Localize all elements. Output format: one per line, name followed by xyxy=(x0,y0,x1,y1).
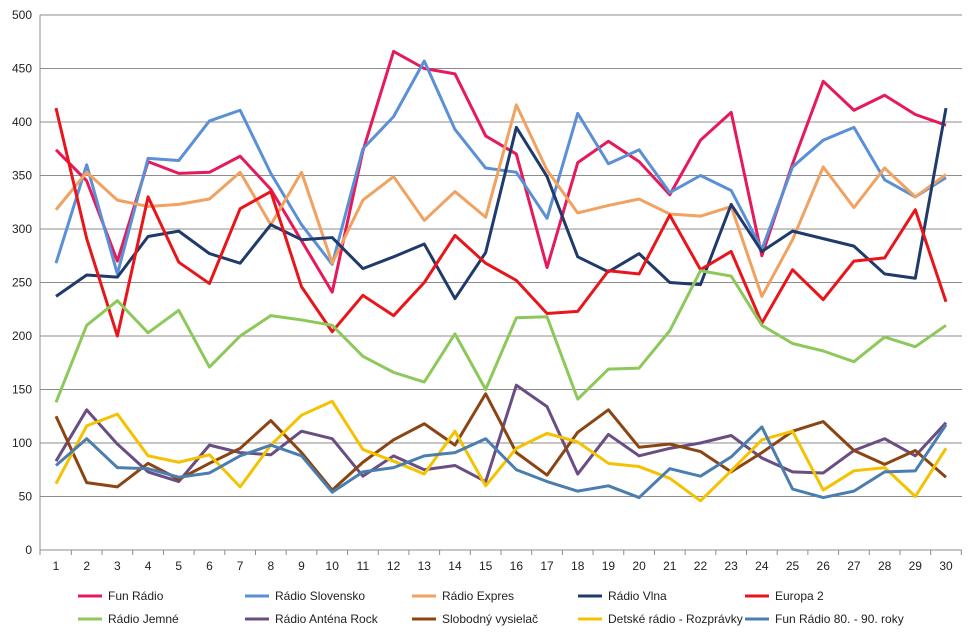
y-tick-label: 500 xyxy=(12,8,32,22)
y-tick-label: 400 xyxy=(12,115,32,129)
y-tick-label: 250 xyxy=(12,276,32,290)
series-line-3 xyxy=(55,107,948,301)
x-tick-label: 15 xyxy=(479,559,493,573)
legend-label: Detské rádio - Rozprávky xyxy=(608,612,743,626)
x-tick-label: 2 xyxy=(83,559,90,573)
x-tick-label: 1 xyxy=(53,559,60,573)
x-tick-label: 3 xyxy=(114,559,121,573)
x-tick-label: 13 xyxy=(418,559,432,573)
series-line-7 xyxy=(54,392,947,492)
x-tick-label: 14 xyxy=(448,559,462,573)
x-tick-label: 9 xyxy=(298,559,305,573)
series-line-9 xyxy=(55,423,948,500)
series-lines xyxy=(54,49,948,503)
x-tick-label: 8 xyxy=(267,559,274,573)
y-tick-label: 100 xyxy=(12,436,32,450)
x-tick-label: 17 xyxy=(540,559,554,573)
x-tick-label: 6 xyxy=(206,559,213,573)
series-line-1 xyxy=(54,59,947,276)
y-tick-label: 200 xyxy=(12,329,32,343)
y-tick-label: 350 xyxy=(12,169,32,183)
x-tick-label: 4 xyxy=(145,559,152,573)
x-tick-label: 19 xyxy=(602,559,616,573)
series-line-8 xyxy=(54,399,948,503)
x-tick-label: 27 xyxy=(847,559,861,573)
series-line-6 xyxy=(54,383,948,484)
gridlines xyxy=(39,14,962,551)
x-tick-label: 16 xyxy=(510,559,524,573)
legend-label: Rádio Slovensko xyxy=(275,589,365,603)
legend-label: Fun Rádio xyxy=(108,589,164,603)
x-tick-label: 26 xyxy=(817,559,831,573)
series-line-0 xyxy=(54,49,947,294)
series-line-4 xyxy=(54,107,948,338)
y-tick-label: 450 xyxy=(12,62,32,76)
y-tick-label: 300 xyxy=(12,222,32,236)
x-tick-label: 10 xyxy=(326,559,340,573)
x-tick-label: 24 xyxy=(755,559,769,573)
x-tick-label: 30 xyxy=(939,559,953,573)
x-tick-label: 21 xyxy=(663,559,677,573)
x-tick-label: 22 xyxy=(694,559,708,573)
y-tick-label: 0 xyxy=(25,543,32,557)
x-axis-ticks: 1 2 3 4 5 6 7 8 9 10 11 12 13 14 15 16 17 18 19 20 21 22 23 24 2… xyxy=(39,550,962,573)
legend-label: Slobodný vysielač xyxy=(442,612,538,626)
legend-label: Rádio Expres xyxy=(442,589,514,603)
x-tick-label: 7 xyxy=(237,559,244,573)
legend-label: Fun Rádio 80. - 90. roky xyxy=(775,612,904,626)
x-tick-label: 5 xyxy=(175,559,182,573)
series-line-2 xyxy=(54,103,947,298)
x-tick-label: 23 xyxy=(724,559,738,573)
y-axis-ticks: 0 50 100 150 200 250 300 350 400 450 500 xyxy=(12,8,32,557)
x-tick-label: 25 xyxy=(786,559,800,573)
series-line-5 xyxy=(54,269,947,403)
legend-label: Rádio Vlna xyxy=(608,589,667,603)
y-tick-label: 50 xyxy=(19,490,33,504)
legend: Fun Rádio Rádio Slovensko Rádio Expres Rádi… xyxy=(78,589,904,626)
x-tick-label: 20 xyxy=(632,559,646,573)
legend-label: Europa 2 xyxy=(775,589,824,603)
x-tick-label: 11 xyxy=(357,559,370,573)
y-tick-label: 150 xyxy=(12,383,32,397)
x-tick-label: 12 xyxy=(387,559,401,573)
x-tick-label: 28 xyxy=(878,559,892,573)
legend-label: Rádio Jemné xyxy=(108,612,179,626)
x-tick-label: 29 xyxy=(909,559,923,573)
legend-label: Rádio Anténa Rock xyxy=(275,612,379,626)
x-tick-label: 18 xyxy=(571,559,585,573)
